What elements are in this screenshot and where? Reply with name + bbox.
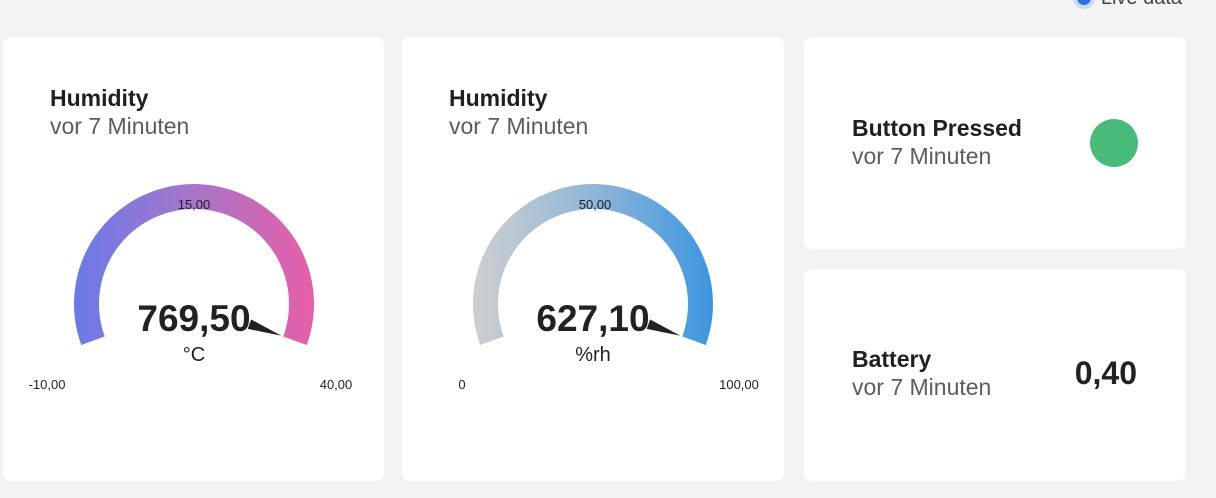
radio-selected-icon[interactable] bbox=[1076, 0, 1091, 5]
card-timestamp: vor 7 Minuten bbox=[852, 143, 992, 169]
humidity-gauge-card: Humidity vor 7 Minuten 50,00 0 100,00 62… bbox=[402, 37, 784, 481]
gauge-min-label: -10,00 bbox=[29, 377, 66, 392]
card-timestamp: vor 7 Minuten bbox=[852, 374, 992, 400]
card-title: Battery bbox=[852, 346, 932, 372]
gauge-needle bbox=[247, 319, 282, 336]
gauge-mid-label: 15,00 bbox=[178, 197, 211, 212]
card-title: Humidity bbox=[449, 85, 548, 111]
gauge-max-label: 40,00 bbox=[320, 377, 353, 392]
gauge-min-label: 0 bbox=[458, 377, 465, 392]
gauge-unit: °C bbox=[183, 344, 205, 366]
gauge-unit: %rh bbox=[575, 344, 611, 366]
button-pressed-card: Button Pressed vor 7 Minuten bbox=[804, 37, 1186, 249]
gauge-arc bbox=[74, 184, 315, 346]
card-title: Humidity bbox=[50, 85, 149, 111]
gauge-mid-label: 50,00 bbox=[579, 197, 612, 212]
gauge-value: 769,50 bbox=[137, 298, 250, 339]
card-timestamp: vor 7 Minuten bbox=[449, 113, 589, 139]
live-data-label: Live data bbox=[1101, 0, 1182, 10]
live-data-toggle[interactable]: Live data bbox=[1076, 0, 1182, 10]
humidity-gauge-card: Humidity vor 7 Minuten 15,00 -10,00 40,0… bbox=[3, 37, 384, 481]
gauge: 15,00 -10,00 40,00 769,50 °C bbox=[29, 184, 353, 392]
gauge-max-label: 100,00 bbox=[719, 377, 759, 392]
battery-value: 0,40 bbox=[1074, 355, 1137, 391]
card-title: Button Pressed bbox=[852, 115, 1022, 141]
status-indicator-icon bbox=[1090, 119, 1138, 167]
battery-card: Battery vor 7 Minuten 0,40 bbox=[804, 269, 1186, 481]
gauge: 50,00 0 100,00 627,10 %rh bbox=[458, 184, 759, 392]
gauge-needle bbox=[646, 319, 681, 336]
card-timestamp: vor 7 Minuten bbox=[50, 113, 190, 139]
gauge-arc bbox=[473, 184, 713, 346]
gauge-value: 627,10 bbox=[536, 298, 649, 339]
